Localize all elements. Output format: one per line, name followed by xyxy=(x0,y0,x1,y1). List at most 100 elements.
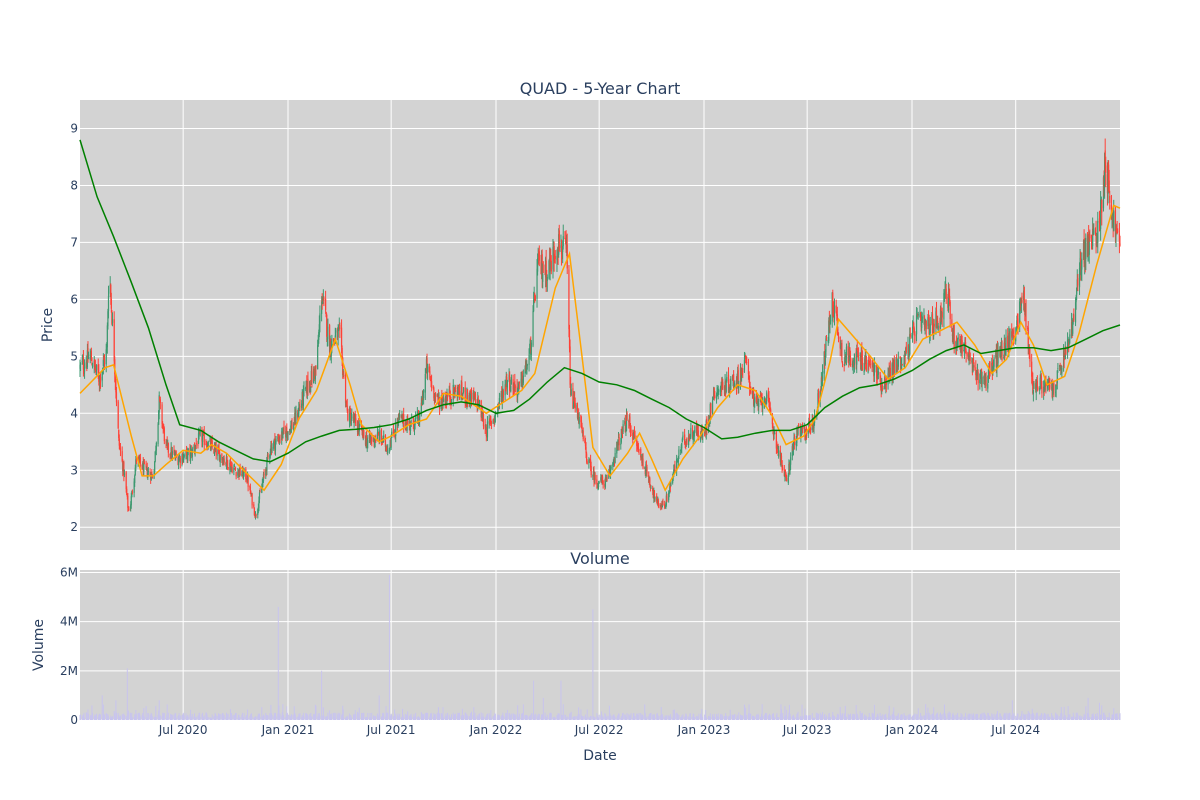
candle-body xyxy=(758,402,760,408)
candle-body xyxy=(743,359,746,371)
volume-bar xyxy=(146,717,148,720)
candle-body xyxy=(315,365,317,369)
candle-body xyxy=(885,382,887,386)
volume-bar xyxy=(573,716,575,720)
volume-bar xyxy=(381,716,383,720)
candle-body xyxy=(79,364,81,369)
volume-bar xyxy=(701,708,703,720)
candle-body xyxy=(253,507,255,516)
candle-body xyxy=(633,431,636,434)
candle-body xyxy=(282,428,284,439)
volume-bar xyxy=(896,715,898,720)
volume-bar xyxy=(996,710,998,720)
candle-body xyxy=(387,449,389,454)
volume-bar xyxy=(632,717,634,720)
volume-bar xyxy=(334,717,336,720)
candle-body xyxy=(185,450,187,457)
volume-bar xyxy=(171,715,173,720)
candle-body xyxy=(849,347,851,354)
candle-body xyxy=(103,359,106,365)
volume-bar xyxy=(135,710,137,720)
candle-body xyxy=(119,448,122,451)
volume-bar xyxy=(1040,713,1042,720)
volume-bar xyxy=(365,716,367,720)
volume-bar xyxy=(465,716,467,720)
volume-bar xyxy=(779,713,781,720)
candle-body xyxy=(340,327,343,347)
volume-bar xyxy=(676,712,678,720)
candle-body xyxy=(177,459,180,465)
candle-body xyxy=(811,419,813,431)
candle-body xyxy=(342,374,344,377)
candle-body xyxy=(972,359,975,364)
volume-bar xyxy=(985,714,987,720)
volume-bar xyxy=(398,717,400,720)
volume-bar xyxy=(90,714,92,720)
candle-body xyxy=(568,330,571,349)
volume-bar xyxy=(80,714,82,720)
candle-body xyxy=(205,443,207,445)
volume-bar xyxy=(722,716,724,720)
volume-bar xyxy=(374,715,376,720)
volume-bar xyxy=(378,695,380,720)
candle-body xyxy=(331,338,333,350)
volume-bar xyxy=(1110,718,1112,720)
volume-bar xyxy=(853,714,855,720)
candle-body xyxy=(1047,383,1049,389)
candle-body xyxy=(1049,384,1051,388)
volume-bar xyxy=(221,714,223,720)
plot-layer xyxy=(79,100,1121,721)
candle-body xyxy=(223,458,225,463)
candle-body xyxy=(427,364,429,373)
candle-body xyxy=(253,504,255,507)
candle-body xyxy=(428,366,430,373)
volume-bar xyxy=(771,713,773,720)
volume-bar xyxy=(421,716,423,720)
volume-bar xyxy=(442,707,444,720)
candle-body xyxy=(699,433,702,441)
candle-body xyxy=(689,434,691,439)
candle-body xyxy=(395,423,397,436)
volume-bar xyxy=(604,714,606,720)
volume-bar xyxy=(93,716,95,720)
volume-bar xyxy=(273,716,275,720)
volume-bar xyxy=(123,717,125,720)
volume-bar xyxy=(968,713,970,720)
volume-bar xyxy=(241,712,243,720)
volume-bar xyxy=(271,714,273,720)
volume-bar xyxy=(576,716,578,720)
candle-body xyxy=(917,314,919,316)
volume-bar xyxy=(110,717,112,720)
candle-body xyxy=(865,356,868,371)
volume-bar xyxy=(570,716,572,720)
volume-bar xyxy=(781,709,783,720)
volume-bar xyxy=(584,714,586,720)
volume-bar xyxy=(219,716,221,720)
volume-bar xyxy=(1024,715,1026,720)
volume-bar xyxy=(309,716,311,720)
volume-bar xyxy=(262,714,264,720)
candle-body xyxy=(956,343,958,349)
volume-bar xyxy=(223,714,225,720)
volume-bar xyxy=(971,713,973,720)
volume-bar xyxy=(983,712,985,720)
volume-bar xyxy=(431,713,433,720)
volume-bar xyxy=(907,715,909,720)
volume-bar xyxy=(127,710,129,720)
volume-bar xyxy=(996,713,998,720)
volume-bar xyxy=(500,716,502,720)
volume-bar xyxy=(629,716,631,720)
volume-bar xyxy=(801,704,803,720)
candle-body xyxy=(601,476,604,483)
volume-bar xyxy=(871,712,873,720)
candle-body xyxy=(442,402,444,405)
volume-bar xyxy=(474,717,476,720)
volume-bar xyxy=(423,714,425,720)
volume-bar xyxy=(405,717,407,720)
candle-body xyxy=(504,384,506,396)
x-tick-label: Jul 2022 xyxy=(574,723,624,737)
candle-body xyxy=(528,354,530,365)
candle-body xyxy=(187,450,189,461)
volume-bar xyxy=(644,712,646,720)
volume-bar xyxy=(122,713,124,720)
